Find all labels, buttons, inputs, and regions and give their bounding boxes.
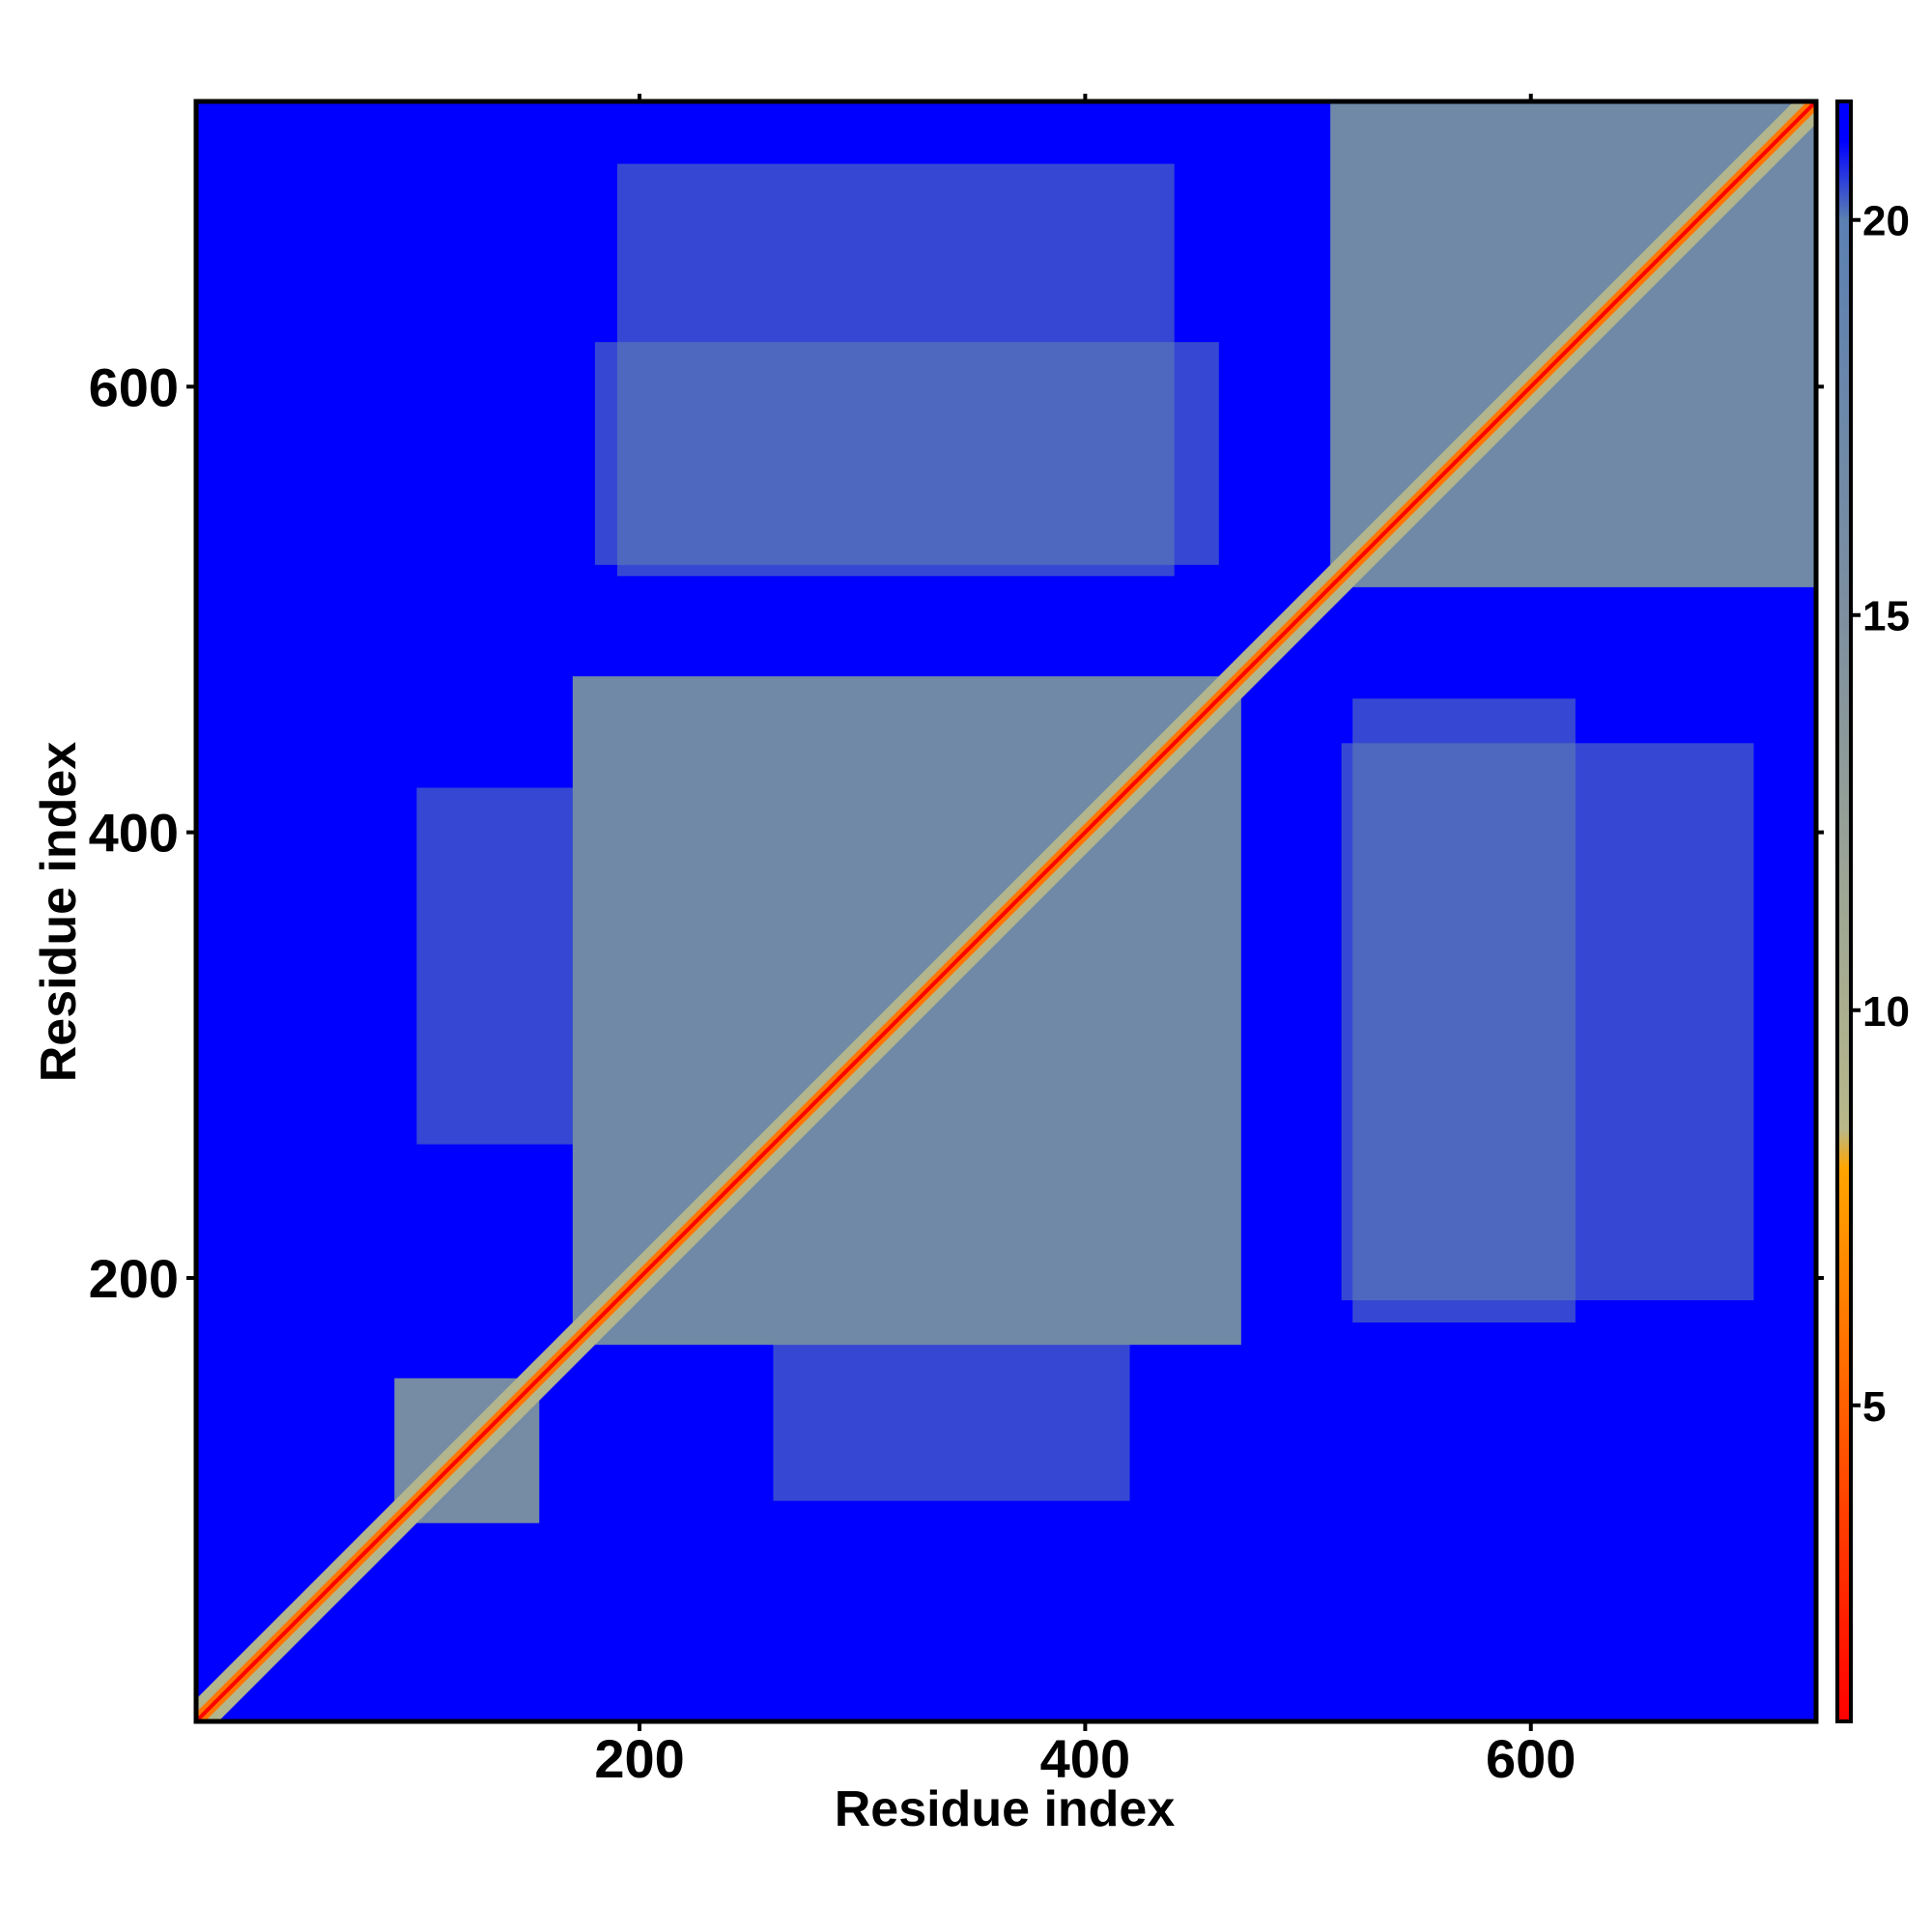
x-tick-label: 400 — [1040, 1728, 1130, 1789]
colorbar-frame — [1835, 99, 1853, 1723]
colorbar-tick-label: 15 — [1862, 593, 1910, 640]
y-tick-label: 400 — [89, 803, 179, 864]
y-tick-label: 200 — [89, 1248, 179, 1309]
colorbar-tick-label: 10 — [1862, 988, 1910, 1036]
colorbar-ticks: 5 10 15 20 — [1851, 198, 1910, 1431]
colorbar-fill — [1837, 101, 1851, 1721]
x-tick-label: 200 — [594, 1728, 684, 1789]
x-axis-ticks: 200 400 600 — [594, 94, 1576, 1789]
y-axis-title: Residue index — [31, 742, 87, 1083]
inter-domain-block — [616, 163, 1175, 577]
inter-domain-block — [416, 787, 595, 1145]
x-axis-title: Residue index — [835, 1781, 1176, 1837]
y-tick-label: 600 — [89, 356, 179, 417]
colorbar-tick-label: 5 — [1862, 1383, 1886, 1431]
colorbar-tick-label: 20 — [1862, 198, 1910, 245]
inter-domain-block — [773, 1322, 1130, 1501]
colorbar: 5 10 15 20 — [1835, 99, 1910, 1723]
heatmap-layer — [194, 99, 1818, 1723]
x-tick-label: 600 — [1486, 1728, 1576, 1789]
diagonal-line — [194, 99, 1818, 1723]
inter-domain-block — [1341, 743, 1754, 1301]
plot-frame — [193, 99, 1819, 1724]
y-axis-ticks: 200 400 600 — [89, 356, 1824, 1309]
